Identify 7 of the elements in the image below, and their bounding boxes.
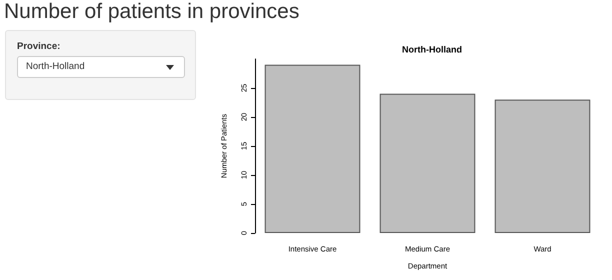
chart-title: Number of patients in provinces	[4, 0, 300, 24]
chart-subtitle: North-Holland	[402, 44, 462, 54]
bar	[494, 100, 590, 233]
bar	[264, 64, 360, 233]
text: North-Holland	[26, 61, 85, 72]
bar	[380, 94, 476, 233]
text: Province:	[17, 41, 60, 52]
